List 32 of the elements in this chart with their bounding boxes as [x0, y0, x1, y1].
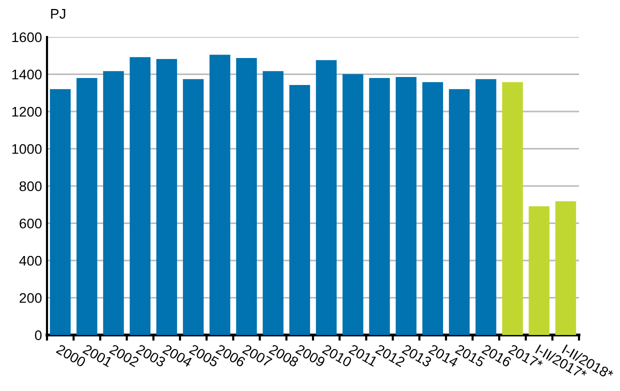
bar	[448, 89, 470, 335]
bar	[422, 82, 444, 335]
bar	[555, 201, 576, 335]
y-tick-label: 1200	[12, 106, 42, 117]
bar	[182, 79, 204, 335]
bar	[369, 78, 390, 335]
bar	[289, 85, 310, 335]
bar	[50, 89, 71, 335]
y-tick-label: 1000	[12, 144, 42, 154]
y-tick-label: 200	[20, 293, 42, 303]
bar	[262, 71, 284, 335]
bar	[316, 60, 337, 335]
bar	[476, 79, 496, 335]
y-tick-label: 1600	[12, 32, 42, 42]
bar	[502, 82, 523, 335]
bar	[342, 74, 364, 335]
bar	[130, 57, 150, 335]
y-tick-label: 600	[20, 218, 42, 228]
bar	[396, 77, 416, 335]
y-tick-label: 0	[34, 330, 42, 340]
bar	[210, 54, 230, 335]
x-tick-label: 2010	[322, 344, 352, 368]
y-tick-label: 400	[19, 256, 42, 266]
y-axis-title: PJ	[51, 9, 66, 19]
bar	[103, 71, 124, 335]
bar	[156, 58, 178, 335]
y-tick-label: 800	[20, 181, 42, 192]
x-tick-label: 2000	[56, 344, 86, 368]
bar	[528, 206, 550, 335]
y-tick-label: 1400	[12, 70, 42, 80]
bar	[76, 78, 98, 335]
bar	[236, 58, 257, 335]
